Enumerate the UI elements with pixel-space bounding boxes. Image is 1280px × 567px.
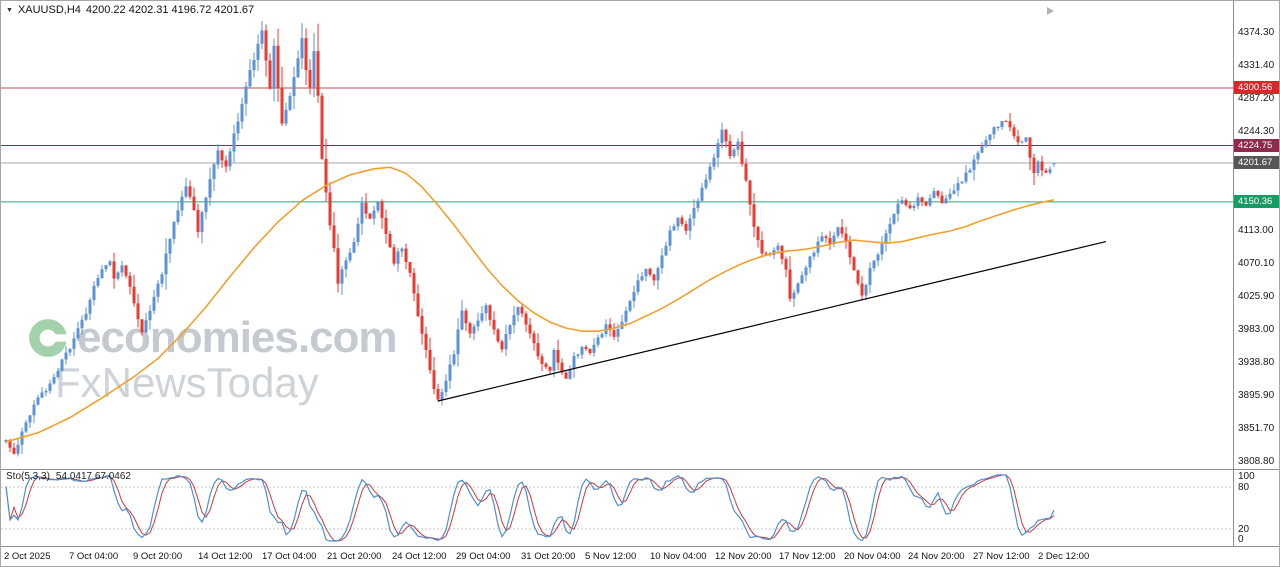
chart-ohlc-values: 4200.22 4202.31 4196.72 4201.67 — [85, 4, 255, 16]
chart-symbol-title: XAUUSD,H4 — [17, 4, 81, 16]
indicator-name: Sto(5,3,3) — [6, 471, 50, 482]
stochastic-canvas[interactable] — [1, 470, 1233, 546]
time-axis-separator — [1, 546, 1279, 547]
indicator-label: Sto(5,3,3) 54.0417 67.0462 — [6, 471, 131, 482]
indicator-scale-label: 0 — [1238, 534, 1244, 545]
price-axis-label: 4244.30 — [1238, 126, 1275, 137]
time-axis-label: 21 Oct 20:00 — [327, 551, 382, 562]
time-axis-label: 31 Oct 20:00 — [521, 551, 576, 562]
time-axis-label: 2 Oct 2025 — [4, 551, 51, 562]
time-axis-label: 29 Oct 04:00 — [456, 551, 511, 562]
time-axis-label: 20 Nov 04:00 — [844, 551, 901, 562]
time-axis-label: 12 Nov 20:00 — [715, 551, 772, 562]
price-axis-label: 4025.90 — [1238, 291, 1275, 302]
time-axis-label: 10 Nov 04:00 — [650, 551, 707, 562]
price-axis-label: 4374.30 — [1238, 27, 1275, 38]
indicator-scale-label: 80 — [1238, 482, 1250, 493]
indicator-scale-label: 100 — [1238, 471, 1255, 482]
watermark-brand: economies.com — [77, 313, 398, 362]
price-axis-label: 4331.40 — [1238, 60, 1275, 71]
main-chart-canvas[interactable] — [1, 1, 1233, 469]
price-badge: 4300.56 — [1234, 81, 1279, 94]
time-axis-label: 9 Oct 20:00 — [133, 551, 183, 562]
indicator-scale-label: 20 — [1238, 524, 1250, 535]
time-axis-label: 24 Nov 20:00 — [908, 551, 965, 562]
time-axis-label: 7 Oct 04:00 — [69, 551, 119, 562]
chart-shift-marker-icon[interactable] — [1047, 7, 1054, 15]
chart-header: ▼ XAUUSD,H4 4200.22 4202.31 4196.72 4201… — [6, 4, 254, 16]
time-axis-label: 27 Nov 12:00 — [973, 551, 1030, 562]
indicator-values: 54.0417 67.0462 — [55, 471, 131, 482]
price-axis-label: 3851.70 — [1238, 423, 1275, 434]
price-axis-label: 3938.80 — [1238, 357, 1275, 368]
price-axis-label: 3895.90 — [1238, 390, 1275, 401]
time-axis[interactable]: 2 Oct 2025 7 Oct 04:00 9 Oct 20:00 14 Oct 1… — [1, 547, 1279, 566]
price-axis-label: 4113.00 — [1238, 225, 1274, 236]
time-axis-label: 24 Oct 12:00 — [392, 551, 447, 562]
price-axis-label: 3808.80 — [1238, 456, 1275, 467]
price-axis-label: 3983.00 — [1238, 324, 1275, 335]
watermark: economies.com FxNewsToday — [27, 313, 398, 407]
time-axis-label: 17 Nov 12:00 — [779, 551, 836, 562]
price-axis[interactable]: 4374.30 4331.40 4287.20 4244.30 4113.00 4070.… — [1233, 1, 1279, 546]
pane-separator[interactable] — [1, 469, 1279, 470]
watermark-subbrand: FxNewsToday — [55, 359, 319, 407]
symbol-dropdown-icon[interactable]: ▼ — [6, 6, 13, 14]
price-badge: 4201.67 — [1234, 156, 1279, 169]
time-axis-label: 2 Dec 12:00 — [1038, 551, 1090, 562]
price-axis-label: 4070.10 — [1238, 258, 1275, 269]
time-axis-label: 14 Oct 12:00 — [198, 551, 253, 562]
time-axis-label: 17 Oct 04:00 — [262, 551, 317, 562]
price-badge: 4150.36 — [1234, 195, 1279, 208]
time-axis-label: 5 Nov 12:00 — [585, 551, 637, 562]
economies-logo-icon — [29, 319, 69, 357]
price-badge: 4224.75 — [1234, 139, 1279, 152]
price-axis-label: 4287.20 — [1238, 93, 1275, 104]
